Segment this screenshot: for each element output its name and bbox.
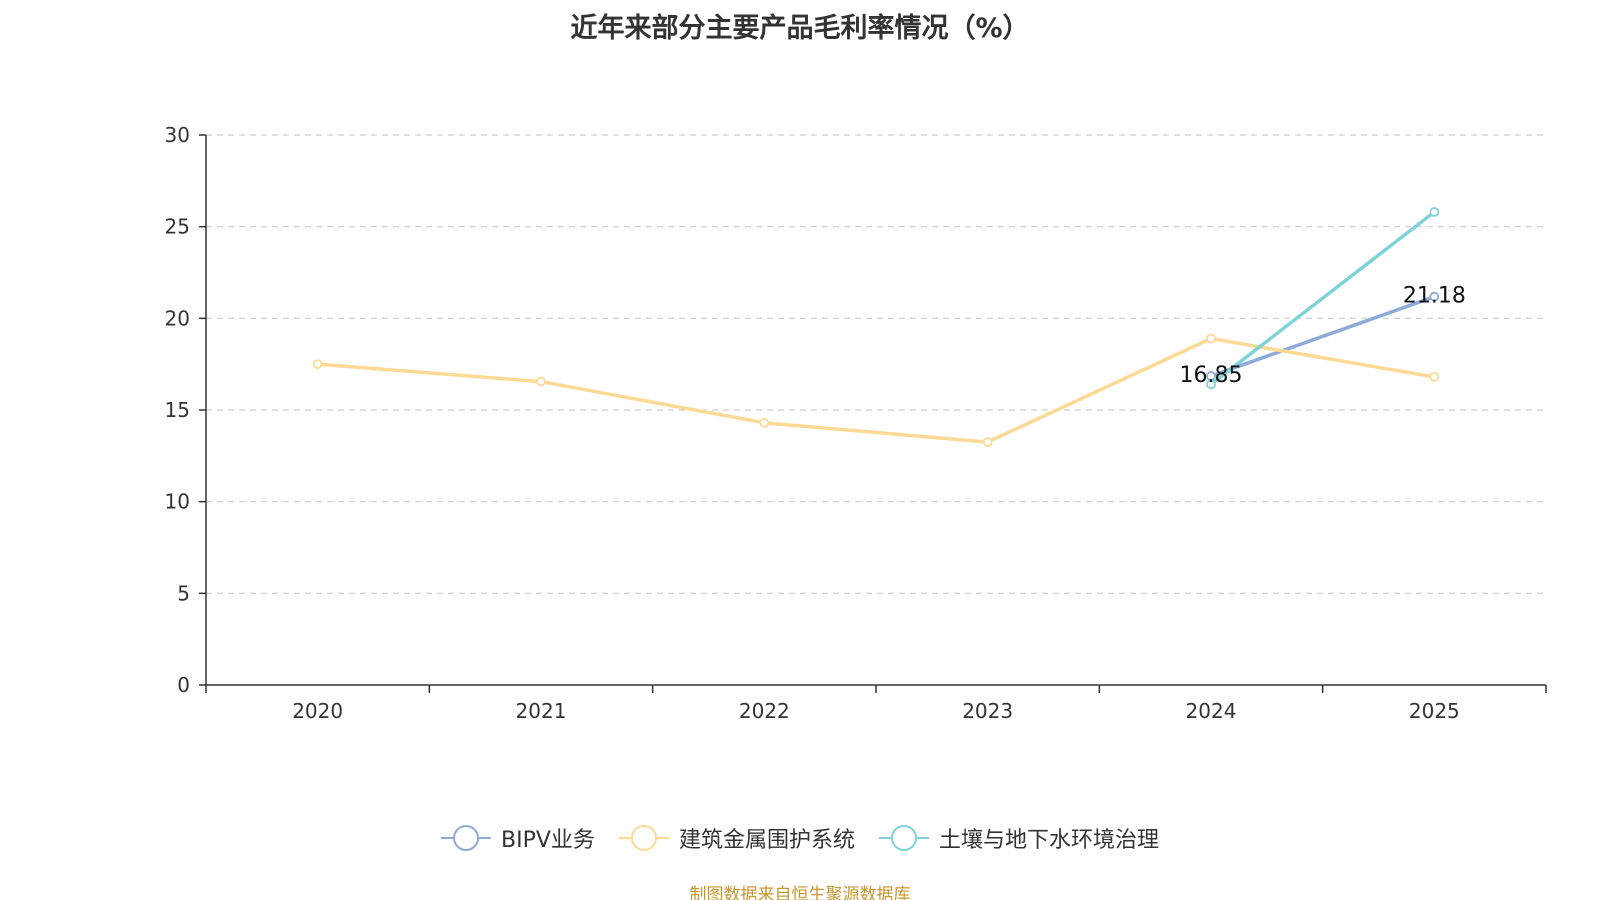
x-tick-label: 2022 (739, 699, 790, 723)
data-point (1206, 379, 1216, 390)
y-tick-label: 0 (177, 673, 190, 697)
source-note: 制图数据来自恒生聚源数据库 (689, 885, 911, 900)
legend-item[interactable]: BIPV业务 (441, 822, 595, 854)
y-tick-label: 10 (165, 490, 190, 514)
legend: BIPV业务 建筑金属围护系统 土壤与地下水环境治理 (0, 822, 1600, 854)
y-tick-label: 30 (165, 123, 190, 147)
legend-label: BIPV业务 (501, 828, 595, 853)
y-tick-label: 25 (165, 215, 190, 239)
series-line (1209, 210, 1437, 387)
y-tick-label: 5 (177, 581, 190, 605)
x-tick-label: 2021 (516, 699, 567, 723)
data-label: 16.85 (1180, 363, 1243, 388)
legend-marker-icon (618, 825, 669, 851)
series-lines (315, 210, 1437, 444)
y-tick-label: 20 (165, 306, 190, 330)
y-tick-label: 15 (165, 398, 190, 422)
x-tick-label: 2024 (1186, 699, 1237, 723)
data-point (1429, 207, 1440, 217)
legend-label: 土壤与地下水环境治理 (938, 828, 1159, 853)
legend-item[interactable]: 土壤与地下水环境治理 (878, 822, 1159, 854)
legend-item[interactable]: 建筑金属围护系统 (618, 822, 855, 854)
x-tick-label: 2020 (292, 699, 343, 723)
data-label: 21.18 (1403, 284, 1466, 309)
data-point (312, 359, 323, 370)
legend-marker-icon (441, 825, 492, 851)
legend-label: 建筑金属围护系统 (678, 828, 855, 853)
data-point (982, 437, 993, 447)
x-tick-label: 2023 (962, 699, 1013, 723)
data-labels: 16.85 21.18 (1180, 284, 1466, 388)
series-line (315, 336, 1437, 444)
chart-title: 近年来部分主要产品毛利率情况（%） (570, 13, 1030, 44)
data-point (1429, 291, 1440, 302)
data-point (759, 417, 770, 428)
x-tick-label: 2025 (1409, 699, 1460, 723)
grid-lines (206, 134, 1546, 594)
data-point (1206, 333, 1216, 344)
legend-marker-icon (878, 825, 929, 851)
data-point (536, 376, 546, 387)
series-line (1209, 294, 1437, 378)
data-points (312, 207, 1440, 447)
data-point (1429, 372, 1440, 382)
